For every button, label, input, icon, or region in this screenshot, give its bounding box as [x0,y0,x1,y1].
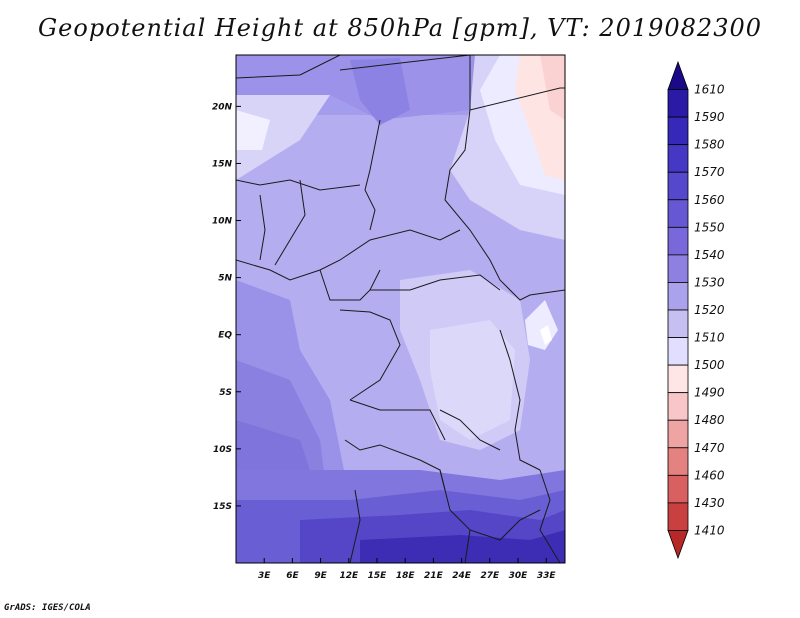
x-tick-label: 9E [314,571,327,581]
colorbar-segment [667,337,689,366]
colorbar-segment [667,171,689,201]
colorbar-segment [667,364,689,394]
colorbar-label: 1480 [694,413,725,427]
colorbar-segment [667,502,689,531]
x-tick-label: 24E [452,571,472,581]
colorbar-label: 1560 [694,193,725,207]
colorbar-bottom-triangle [667,530,689,560]
colorbar-label: 1580 [694,138,725,152]
colorbar-label: 1570 [694,165,725,179]
x-tick-label: 21E [424,571,444,581]
y-tick-label: 5S [219,388,232,398]
x-tick-label: 3E [258,571,271,581]
x-tick-label: 6E [286,571,299,581]
colorbar-label: 1590 [694,110,725,124]
colorbar-label: 1520 [694,303,725,317]
colorbar-top-triangle [667,60,689,90]
colorbar-segment [667,282,689,311]
colorbar-label: 1460 [694,468,725,482]
colorbar-segment [667,144,689,173]
colorbar-label: 1540 [694,248,725,262]
chart-title: Geopotential Height at 850hPa [gpm], VT:… [38,14,762,42]
colorbar-label: 1490 [694,386,725,400]
x-tick-label: 12E [339,571,359,581]
y-axis: 20N 15N 10N 5N EQ 5S 10S 15S [212,102,241,512]
colorbar-segment [667,116,689,146]
colorbar-segment [667,199,689,228]
colorbar-segment [667,392,689,421]
colorbar-label: 1430 [694,496,725,510]
y-tick-label: 10N [212,217,233,227]
colorbar-label: 1510 [694,331,725,345]
colorbar-segment [667,474,689,504]
colorbar-label: 1530 [694,275,725,289]
y-tick-label: 15S [213,502,232,512]
field-fill [236,55,565,563]
x-tick-label: 18E [396,571,416,581]
colorbar-segment [667,447,689,476]
y-tick-label: EQ [218,331,232,341]
y-tick-label: 5N [218,274,232,284]
x-tick-label: 30E [509,571,529,581]
colorbar-segment [667,89,689,118]
x-axis: 3E 6E 9E 12E 15E 18E 21E 24E 27E 30E 33E [258,558,556,581]
x-tick-label: 15E [368,571,388,581]
colorbar-segment [667,226,689,256]
map-frame [235,54,566,564]
y-tick-label: 10S [213,445,232,455]
colorbar-label: 1550 [694,220,725,234]
x-tick-label: 33E [537,571,557,581]
country-borders [236,55,565,563]
colorbar-label: 1410 [694,523,725,537]
colorbar: 1610 1590 1580 1570 1560 1550 1540 1530 1520 1510… [667,60,725,560]
colorbar-label: 1610 [694,83,725,97]
y-tick-label: 15N [212,159,233,169]
x-tick-label: 27E [480,571,500,581]
colorbar-segment [667,419,689,449]
colorbar-label: 1500 [694,358,725,372]
colorbar-label: 1470 [694,441,725,455]
colorbar-segment [667,254,689,283]
credit-label: GrADS: IGES/COLA [4,603,91,613]
colorbar-segment [667,309,689,338]
y-tick-label: 20N [212,102,233,112]
